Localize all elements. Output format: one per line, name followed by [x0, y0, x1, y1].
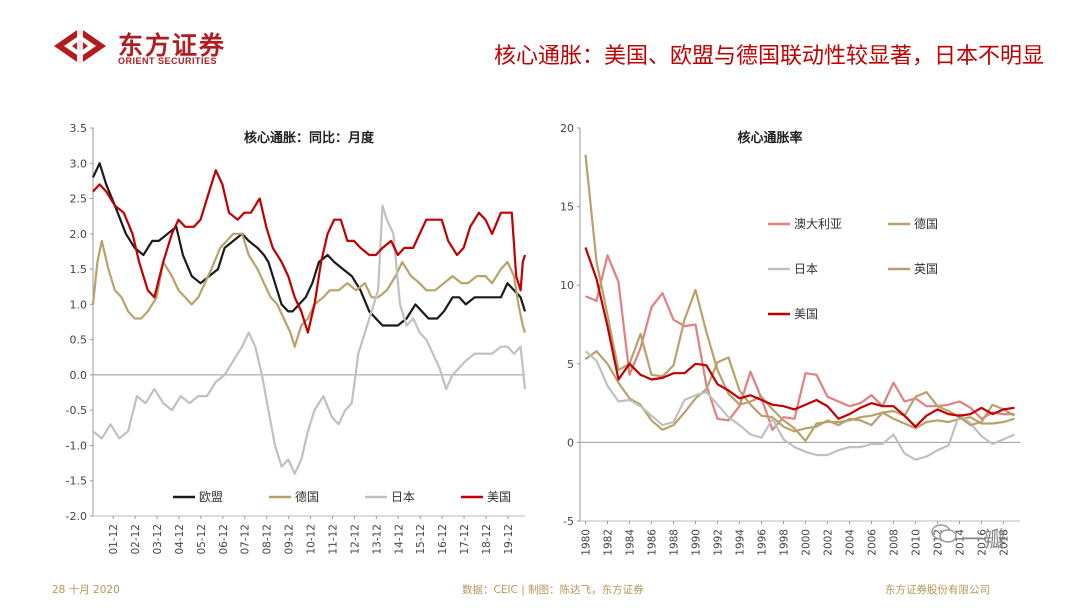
chart2-x-tick-label: 1996 — [757, 529, 769, 556]
chart1-x-tick-label: 04-12 — [174, 524, 186, 555]
chart1-y-tick-label: 1.5 — [70, 263, 88, 276]
brand-name-en: ORIENT SECURITIES — [118, 56, 218, 66]
chart2-x-tick-label: 2002 — [823, 529, 835, 556]
chart2-x-tick-label: 1994 — [735, 529, 747, 556]
chart2-x-tick-label: 2000 — [801, 529, 813, 556]
chart1-x-tick-label: 18-12 — [481, 524, 493, 555]
chart2-x-tick-label: 2006 — [867, 529, 879, 556]
chart1-series-us — [92, 169, 527, 334]
chart1-x-tick-label: 16-12 — [437, 524, 449, 555]
chart1-series-jp — [92, 204, 527, 475]
chart2-y-tick-label: 5 — [567, 358, 574, 371]
chart2-series-uk — [584, 154, 1016, 442]
chart1-y-tick-label: 2.0 — [70, 228, 88, 241]
chart1-x-tick-label: 07-12 — [240, 524, 252, 555]
footer-source: 数据：CEIC | 制图：陈达飞，东方证券 — [462, 584, 644, 596]
chart1-x-tick-label: 08-12 — [262, 524, 274, 555]
chart1-x-tick-label: 12-12 — [349, 524, 361, 555]
chart2-x-tick-label: 2014 — [955, 529, 967, 556]
chart2-x-tick-label: 1992 — [713, 529, 725, 556]
footer-company: 东方证券股份有限公司 — [885, 584, 990, 596]
chart1-y-tick-label: 0.0 — [70, 369, 88, 382]
chart2-series-au — [585, 254, 1015, 431]
chart2-series-jp — [584, 350, 1015, 461]
chart2-x-tick-label: 1988 — [669, 529, 681, 556]
chart2-series-us — [584, 247, 1015, 428]
chart1-x-tick-label: 09-12 — [284, 524, 296, 555]
chart1-legend-label-jp: 日本 — [391, 490, 415, 504]
chart2-y-tick-label: 15 — [560, 201, 574, 214]
chart1-x-tick-label: 11-12 — [327, 524, 339, 555]
chart1-x-tick-label: 06-12 — [218, 524, 230, 555]
chat-bubble-icon — [931, 524, 957, 543]
chart1-x-tick-label: 14-12 — [393, 524, 405, 555]
chart1-y-tick-label: 0.5 — [70, 334, 88, 347]
footer-date: 28 十月 2020 — [52, 584, 120, 596]
chart1-legend-label-de: 德国 — [295, 489, 319, 504]
chart2-x-tick-label: 2016 — [977, 529, 989, 556]
chart2-y-tick-label: -5 — [563, 515, 574, 528]
chart2-series-de — [584, 350, 1015, 433]
brand-logo: 东方证券 ORIENT SECURITIES — [52, 26, 252, 70]
chart1-y-tick-label: 3.0 — [70, 157, 88, 170]
chart1-x-tick-label: 10-12 — [306, 524, 318, 555]
chart1-y-tick-label: 2.5 — [70, 193, 88, 206]
chart2-x-tick-label: 2008 — [889, 529, 901, 556]
chart1-x-tick-label: 01-12 — [108, 524, 120, 555]
chart2-legend-label-us: 美国 — [794, 307, 818, 321]
chart2-x-tick-label: 1990 — [691, 529, 703, 556]
chart1-x-tick-label: 13-12 — [371, 524, 383, 555]
chart2-x-tick-label: 2004 — [845, 529, 857, 556]
chart1-y-tick-label: -1.5 — [66, 475, 87, 488]
chart1-x-tick-label: 17-12 — [459, 524, 471, 555]
chart1-series-de — [91, 232, 527, 348]
chart1-x-tick-label: 03-12 — [152, 524, 164, 555]
chart1-y-tick-label: -1.0 — [66, 439, 87, 452]
chart2-legend-label-de: 德国 — [914, 216, 938, 231]
chart1-x-tick-label: 02-12 — [130, 524, 142, 555]
chart2-x-tick-label: 2010 — [911, 529, 923, 556]
chart2-title: 核心通胀率 — [737, 130, 802, 146]
chart2-x-tick-label: 1986 — [647, 529, 659, 556]
chart2-x-tick-label: 1984 — [625, 529, 637, 556]
chart1-x-tick-label: 15-12 — [415, 524, 427, 555]
chart1-y-tick-label: 3.5 — [70, 122, 88, 135]
chart2-y-tick-label: 20 — [560, 122, 574, 135]
chart1-y-tick-label: -2.0 — [66, 510, 87, 523]
chart2-x-tick-label: 2018 — [999, 529, 1011, 556]
chart1-series-eu — [92, 162, 527, 327]
watermark-text: 一瓣 — [962, 528, 1007, 553]
chart1-title: 核心通胀：同比：月度 — [244, 130, 375, 146]
chart1-y-tick-label: -0.5 — [66, 404, 87, 417]
orient-logo-icon — [54, 28, 106, 64]
brand-name-cn: 东方证券 — [118, 31, 227, 60]
chart2-y-tick-label: 0 — [567, 436, 574, 449]
chart1-y-tick-label: 1.0 — [70, 298, 88, 311]
chart2-x-tick-label: 1998 — [779, 529, 791, 556]
chart2-legend-label-jp: 日本 — [794, 262, 818, 276]
chart2-legend-label-au: 澳大利亚 — [794, 217, 842, 231]
chart1-legend-label-eu: 欧盟 — [199, 490, 223, 504]
chart1-x-tick-label: 19-12 — [503, 524, 515, 555]
chart2-x-tick-label: 1980 — [581, 529, 593, 556]
chart1-x-tick-label: 05-12 — [196, 524, 208, 555]
page-title: 核心通胀：美国、欧盟与德国联动性较显著，日本不明显 — [493, 44, 1044, 69]
chart2-x-tick-label: 1982 — [603, 529, 615, 556]
chart2-y-tick-label: 10 — [560, 279, 574, 292]
chart2-legend-label-uk: 英国 — [914, 262, 938, 276]
chart1-legend-label-us: 美国 — [487, 490, 511, 504]
